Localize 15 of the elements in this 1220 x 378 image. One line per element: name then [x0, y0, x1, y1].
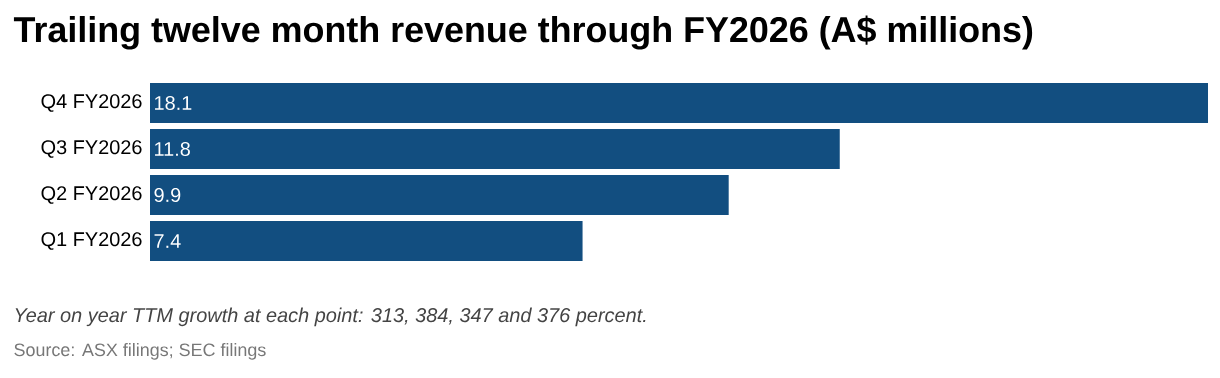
- y-tick-label: Q1 FY2026: [41, 232, 142, 250]
- y-tick-label: Q3 FY2026: [41, 140, 142, 158]
- y-tick-label: Q2 FY2026: [41, 186, 142, 204]
- bar: [150, 129, 840, 169]
- bar: [150, 221, 583, 261]
- text: Year on year TTM growth at each point: 313, 384, 347 and 376 percent.: [15, 307, 646, 327]
- source-note: Source: ASX filings; SEC filings: [14, 343, 266, 360]
- bar: [150, 175, 729, 215]
- data-label: 18.1: [155, 95, 192, 111]
- chart-title: Trailing twelve month revenue through FY2026 (A$ millions): [13, 15, 1033, 50]
- data-label: 9.9: [154, 187, 181, 203]
- y-tick-label: Q4 FY2026: [41, 94, 142, 112]
- data-label: 7.4: [154, 234, 181, 248]
- bar: [150, 83, 1209, 123]
- data-label: 11.8: [155, 141, 190, 157]
